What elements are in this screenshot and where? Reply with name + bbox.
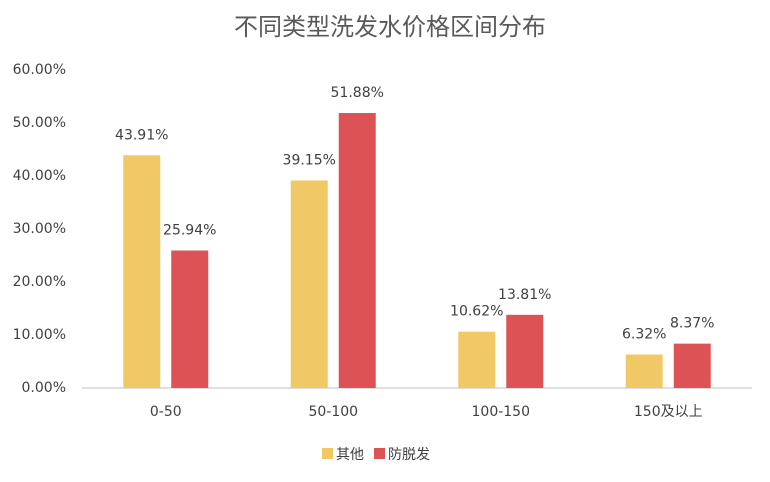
- y-tick-label: 50.00%: [13, 115, 66, 131]
- data-label: 13.81%: [498, 287, 551, 303]
- bar: [338, 113, 376, 388]
- legend-label: 防脱发: [388, 447, 430, 463]
- y-tick-label: 10.00%: [13, 327, 66, 343]
- data-label: 43.91%: [115, 127, 168, 143]
- bar: [290, 180, 328, 388]
- x-tick-label: 50-100: [308, 404, 358, 420]
- data-label: 10.62%: [450, 304, 503, 320]
- x-tick-label: 0-50: [150, 404, 182, 420]
- bar: [625, 354, 663, 388]
- bar: [506, 314, 544, 388]
- legend-label: 其他: [336, 447, 364, 463]
- y-tick-label: 40.00%: [13, 168, 66, 184]
- data-label: 8.37%: [670, 316, 714, 332]
- legend-swatch: [374, 448, 385, 459]
- bar: [171, 250, 209, 388]
- data-label: 51.88%: [331, 85, 384, 101]
- y-tick-label: 0.00%: [22, 380, 66, 396]
- chart-title: 不同类型洗发水价格区间分布: [234, 13, 546, 41]
- bar: [673, 343, 711, 388]
- data-label: 6.32%: [622, 327, 666, 343]
- y-tick-label: 60.00%: [13, 62, 66, 78]
- y-tick-label: 30.00%: [13, 221, 66, 237]
- x-tick-label: 100-150: [472, 404, 531, 420]
- bar: [458, 331, 496, 388]
- bar: [123, 155, 161, 388]
- data-label: 25.94%: [163, 223, 216, 239]
- legend-swatch: [322, 448, 333, 459]
- data-label: 39.15%: [283, 153, 336, 169]
- y-tick-label: 20.00%: [13, 274, 66, 290]
- x-tick-label: 150及以上: [634, 404, 703, 420]
